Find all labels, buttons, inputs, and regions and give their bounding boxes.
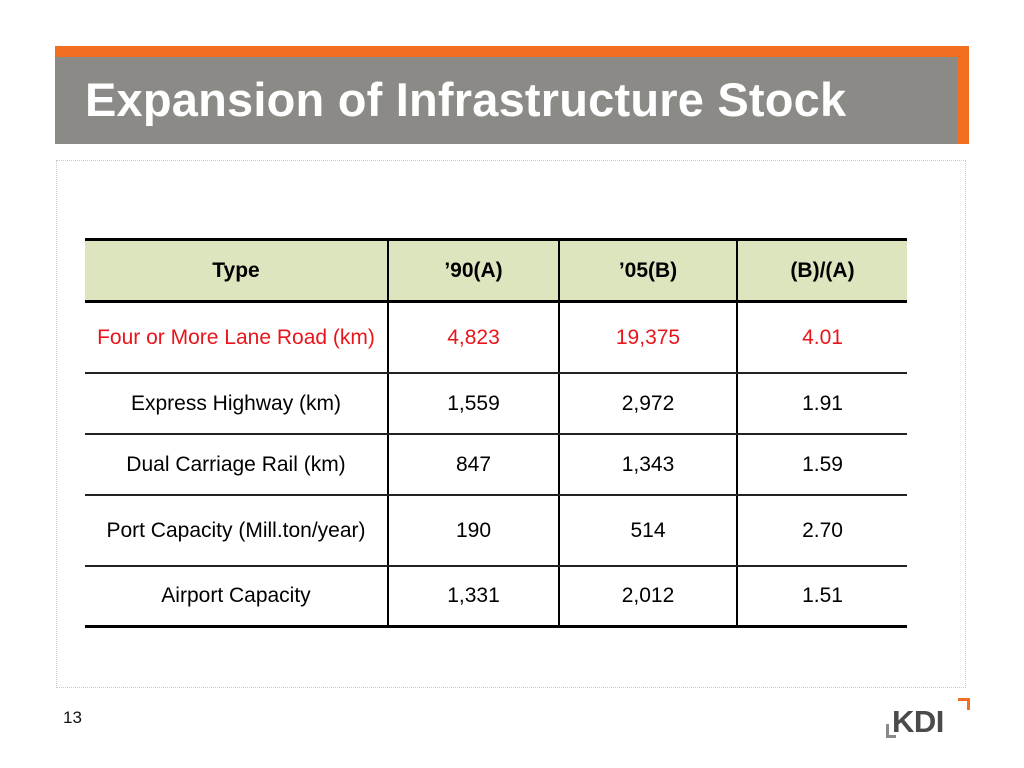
table-row: Express Highway (km) 1,559 2,972 1.91 (85, 372, 907, 435)
cell-ratio: 2.70 (736, 494, 907, 567)
cell-ratio: 4.01 (736, 301, 907, 374)
table-header-row: Type ’90(A) ’05(B) (B)/(A) (85, 238, 907, 303)
cell-type: Airport Capacity (85, 565, 388, 628)
page-number: 13 (63, 708, 82, 727)
cell-type: Express Highway (km) (85, 372, 388, 435)
cell-type: Four or More Lane Road (km) (85, 301, 388, 374)
cell-1990: 847 (387, 433, 559, 496)
logo-bracket-left (886, 724, 896, 738)
cell-2005: 514 (558, 494, 737, 567)
logo-text: KDI (892, 704, 944, 739)
cell-type: Port Capacity (Mill.ton/year) (85, 494, 388, 567)
cell-2005: 2,972 (558, 372, 737, 435)
kdi-logo: KDI (886, 698, 970, 744)
cell-1990: 190 (387, 494, 559, 567)
table-row: Airport Capacity 1,331 2,012 1.51 (85, 565, 907, 628)
cell-ratio: 1.51 (736, 565, 907, 628)
cell-1990: 1,331 (387, 565, 559, 628)
header-type: Type (85, 238, 388, 303)
cell-ratio: 1.91 (736, 372, 907, 435)
header-ratio: (B)/(A) (736, 238, 907, 303)
slide-title: Expansion of Infrastructure Stock (85, 73, 847, 126)
table-row: Port Capacity (Mill.ton/year) 190 514 2.… (85, 494, 907, 567)
header-1990: ’90(A) (387, 238, 559, 303)
cell-ratio: 1.59 (736, 433, 907, 496)
table-row: Four or More Lane Road (km) 4,823 19,375… (85, 301, 907, 374)
cell-2005: 19,375 (558, 301, 737, 374)
header-2005: ’05(B) (558, 238, 737, 303)
cell-2005: 2,012 (558, 565, 737, 628)
infrastructure-table: Type ’90(A) ’05(B) (B)/(A) Four or More … (85, 238, 907, 628)
cell-1990: 4,823 (387, 301, 559, 374)
logo-bracket-right (958, 698, 970, 710)
content-frame (56, 160, 966, 688)
table-row: Dual Carriage Rail (km) 847 1,343 1.59 (85, 433, 907, 496)
cell-type: Dual Carriage Rail (km) (85, 433, 388, 496)
title-bar (55, 57, 957, 144)
cell-1990: 1,559 (387, 372, 559, 435)
cell-2005: 1,343 (558, 433, 737, 496)
